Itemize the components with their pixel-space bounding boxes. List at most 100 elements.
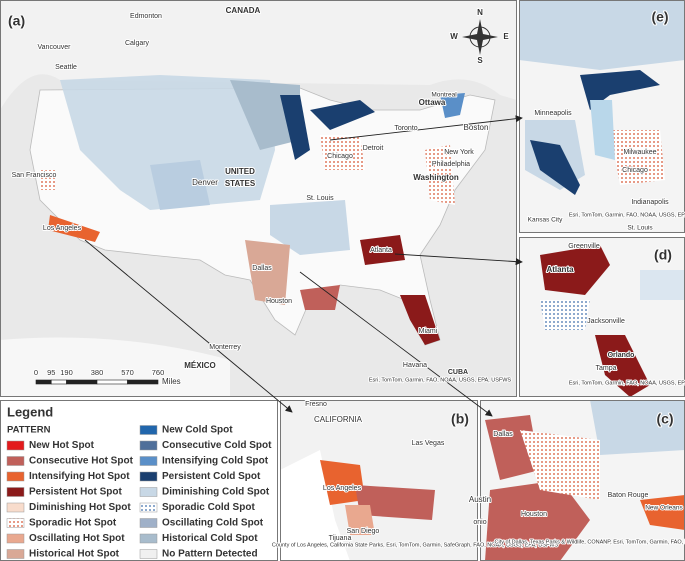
legend-swatch — [6, 471, 25, 482]
place-label: CANADA — [226, 6, 261, 15]
place-label: Boston — [464, 123, 489, 132]
scale-segment — [66, 379, 98, 385]
place-label: Monterrey — [209, 344, 241, 351]
legend-label: Historical Hot Spot — [29, 549, 120, 560]
scale-tick-label: 380 — [91, 368, 104, 377]
legend-swatch — [139, 440, 158, 451]
place-label: Houston — [521, 511, 547, 518]
panel-label: (b) — [451, 411, 469, 427]
place-label: Atlanta — [370, 247, 392, 254]
scale-segment — [50, 379, 67, 385]
place-label: onio — [473, 519, 486, 526]
place-label: CUBA — [448, 369, 468, 376]
legend-label: Sporadic Hot Spot — [29, 518, 117, 529]
place-label: Orlando — [608, 352, 635, 359]
scale-tick-label: 760 — [152, 368, 165, 377]
scale-tick-label: 0 — [34, 368, 38, 377]
legend-swatch — [6, 533, 25, 544]
inset-d — [519, 237, 685, 397]
place-label: County of Los Angeles, California State … — [272, 542, 559, 548]
legend-label: Consecutive Cold Spot — [162, 440, 272, 451]
arrows — [84, 115, 523, 417]
place-label: Fresno — [305, 401, 327, 408]
main-map — [0, 0, 517, 397]
legend-swatch — [6, 502, 25, 513]
scale-segment — [35, 379, 52, 385]
place-label: Houston — [266, 298, 292, 305]
place-label: San Francisco — [12, 172, 57, 179]
inset-c — [480, 400, 685, 561]
legend-swatch — [6, 549, 25, 559]
legend-label: Oscillating Cold Spot — [162, 518, 264, 529]
legend-label: Intensifying Cold Spot — [162, 456, 269, 467]
place-label: Washington — [413, 173, 459, 182]
legend-swatch — [6, 456, 25, 466]
place-label: Las Vegas — [412, 440, 445, 447]
legend-label: New Hot Spot — [29, 440, 95, 451]
place-label: San Diego — [347, 528, 380, 535]
place-label: Los Angeles — [43, 225, 82, 232]
place-label: New Orleans — [645, 505, 683, 512]
legend-heading: PATTERN — [7, 425, 51, 436]
place-label: Vancouver — [38, 44, 72, 51]
legend-label: New Cold Spot — [162, 425, 233, 436]
place-label: New York — [444, 149, 474, 156]
place-label: City of Dallas, Texas Parks & Wildlife, … — [495, 539, 685, 545]
place-label: Dallas — [493, 431, 513, 438]
panel-label: (a) — [8, 13, 25, 29]
place-label: Austin — [469, 495, 491, 504]
panel-label: (d) — [654, 247, 672, 263]
scale-segment — [96, 379, 128, 385]
inset-e — [519, 0, 685, 233]
place-label: St. Louis — [627, 225, 653, 232]
place-label: Montreal — [431, 92, 457, 99]
legend-swatch — [6, 440, 25, 451]
legend-swatch — [139, 456, 158, 466]
scale-tick-label: 95 — [47, 368, 55, 377]
legend-label: Diminishing Cold Spot — [162, 487, 270, 498]
place-label: Havana — [403, 362, 427, 369]
legend-label: Diminishing Hot Spot — [29, 502, 131, 513]
place-label: MÉXICO — [184, 361, 216, 370]
place-label: Chicago — [622, 167, 648, 174]
compass — [462, 19, 498, 55]
legend-label: Sporadic Cold Spot — [162, 502, 255, 513]
scale-segment — [127, 379, 159, 385]
legend-swatch — [6, 518, 25, 528]
place-label: Denver — [192, 178, 218, 187]
legend-title: Legend — [7, 404, 53, 419]
inset-b — [280, 400, 478, 561]
legend-swatch — [139, 533, 158, 544]
place-label: Esri, TomTom, Garmin, FAO, NOAA, USGS, E… — [569, 212, 685, 218]
place-label: Milwaukee — [623, 149, 656, 156]
place-label: Atlanta — [546, 265, 574, 274]
place-label: CALIFORNIA — [314, 415, 363, 424]
legend-label: No Pattern Detected — [162, 549, 258, 560]
place-label: Baton Rouge — [608, 492, 649, 499]
place-label: Dallas — [252, 265, 272, 272]
place-label: Esri, TomTom, Garmin, FAO, NOAA, USGS, E… — [369, 377, 512, 383]
place-label: Indianapolis — [631, 199, 669, 206]
place-label: Miami — [419, 328, 438, 335]
place-label: Ottawa — [419, 98, 446, 107]
legend-swatch — [139, 487, 158, 497]
legend-swatch — [139, 425, 158, 435]
place-label: Detroit — [363, 145, 384, 152]
place-label: Toronto — [394, 125, 417, 132]
legend-label: Intensifying Hot Spot — [29, 471, 130, 482]
legend-swatch — [139, 549, 158, 559]
legend-label: Historical Cold Spot — [162, 533, 258, 544]
scale-tick-label: 570 — [121, 368, 134, 377]
place-label: UNITED — [225, 167, 255, 176]
legend-label: Oscillating Hot Spot — [29, 533, 125, 544]
place-label: Calgary — [125, 40, 150, 47]
place-label: Kansas City — [528, 217, 563, 224]
place-label: Seattle — [55, 64, 77, 71]
panel-frame — [0, 0, 517, 397]
compass-letter: S — [477, 56, 483, 65]
place-label: Philadelphia — [432, 161, 470, 168]
place-label: STATES — [225, 179, 256, 188]
legend-swatch — [6, 487, 25, 497]
